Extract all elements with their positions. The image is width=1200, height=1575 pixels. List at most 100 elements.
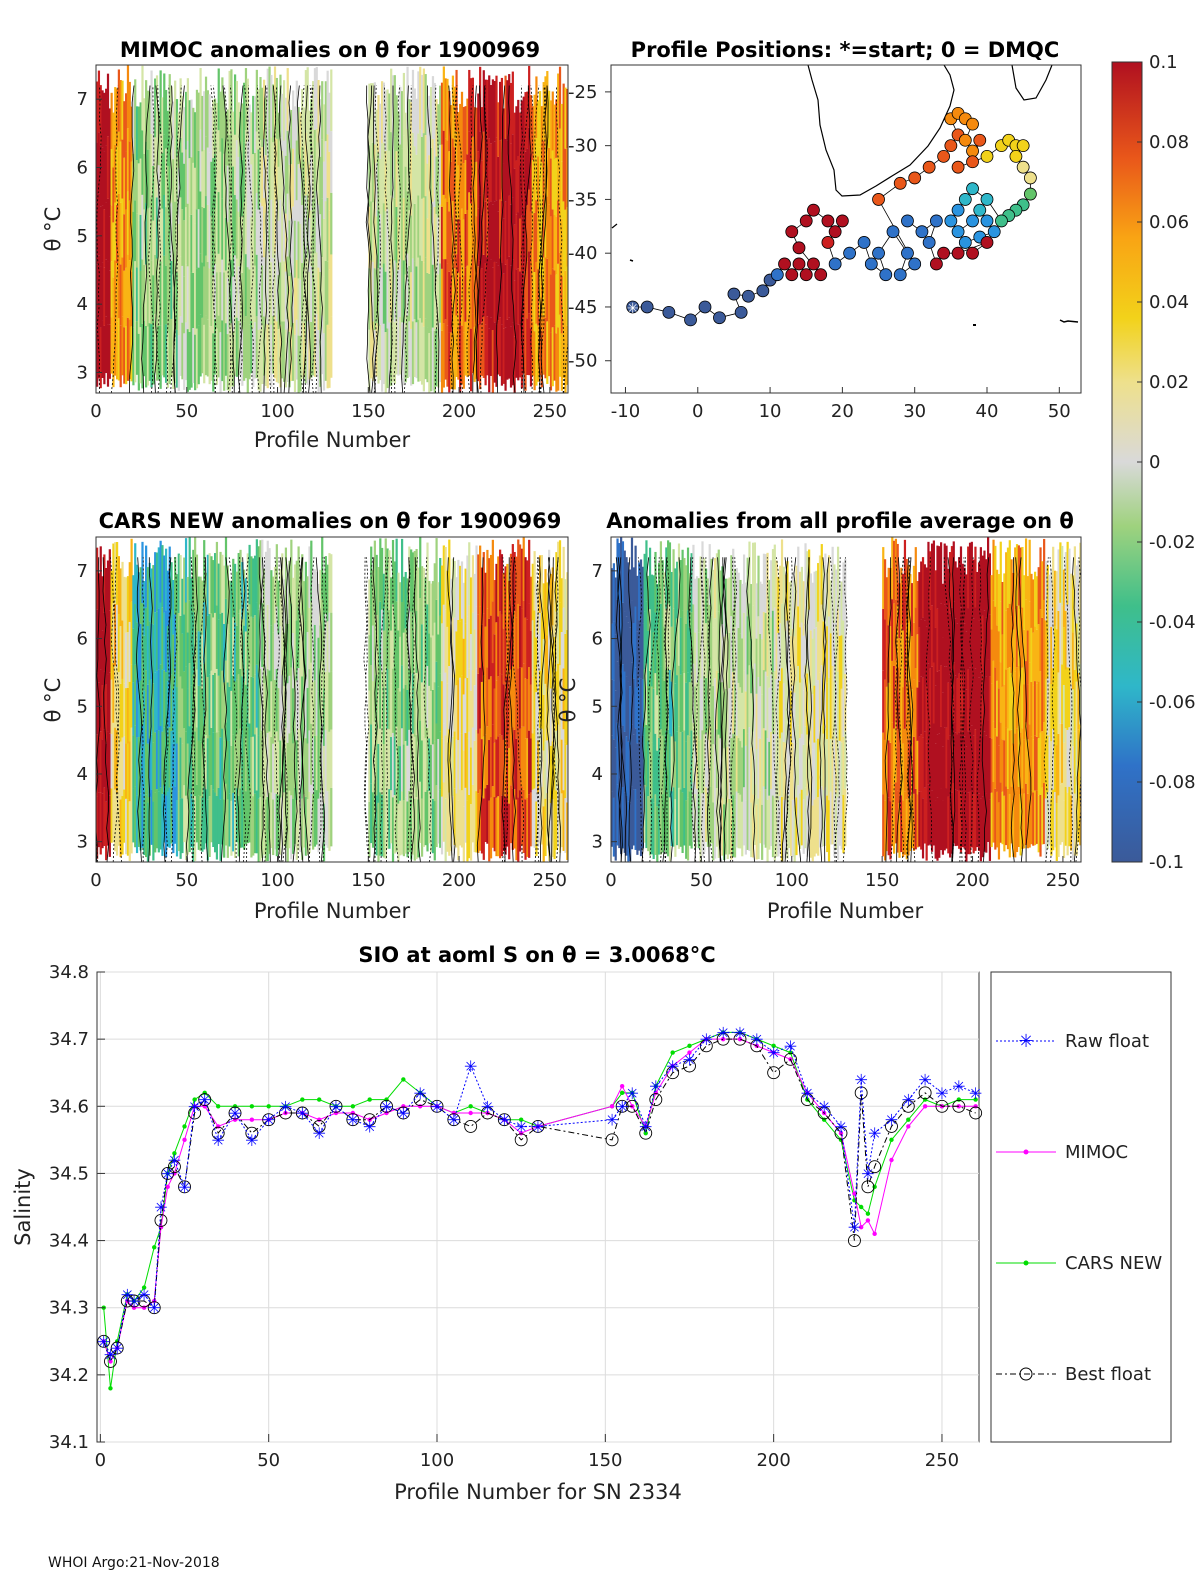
heatmap-cell xyxy=(771,610,775,673)
heatmap-cell xyxy=(701,793,704,857)
heatmap-cell xyxy=(275,731,278,794)
heatmap-cell xyxy=(551,567,554,626)
start-star-icon: ✳ xyxy=(627,301,639,317)
heatmap-cell xyxy=(324,261,327,321)
heatmap-cell xyxy=(719,570,722,627)
profile-position-marker xyxy=(958,236,972,249)
heatmap-cell xyxy=(223,212,226,273)
contour-line xyxy=(615,557,623,862)
heatmap-cell xyxy=(430,744,433,799)
heatmap-cell xyxy=(301,554,304,616)
heatmap-cell xyxy=(424,74,427,136)
heatmap-cell xyxy=(770,788,773,847)
heatmap-cell xyxy=(506,563,509,621)
heatmap-cell xyxy=(999,782,1002,843)
heatmap-cell xyxy=(513,224,516,281)
heatmap-cell xyxy=(506,790,509,847)
heatmap-cell xyxy=(308,164,311,219)
heatmap-cell xyxy=(161,152,164,209)
contour-line xyxy=(288,85,294,393)
x-tick-label: 50 xyxy=(257,1450,280,1471)
heatmap-cell xyxy=(99,792,102,855)
heatmap-cell xyxy=(277,166,280,221)
heatmap-cell xyxy=(148,562,151,622)
heatmap-cell xyxy=(255,539,258,603)
heatmap-cell xyxy=(226,334,229,391)
heatmap-cell xyxy=(255,727,258,791)
contour-line xyxy=(202,557,209,862)
contour-line xyxy=(96,85,102,393)
heatmap-cell xyxy=(540,555,543,613)
heatmap-cell xyxy=(404,112,407,167)
heatmap-cell xyxy=(529,684,533,739)
heatmap-cell xyxy=(938,546,941,609)
heatmap-cell xyxy=(920,561,923,620)
heatmap-cell xyxy=(983,731,986,792)
heatmap-cell xyxy=(753,784,757,846)
heatmap-cell xyxy=(181,265,184,323)
heatmap-cell xyxy=(105,316,108,374)
heatmap-cell xyxy=(500,324,504,386)
heatmap-cell xyxy=(965,746,968,805)
heatmap-cell xyxy=(735,679,738,736)
heatmap-cell xyxy=(119,80,122,142)
contour-line xyxy=(1010,557,1015,862)
heatmap-cell xyxy=(110,317,113,374)
heatmap-cell xyxy=(148,323,151,381)
profile-position-marker xyxy=(792,241,806,255)
contour-line xyxy=(456,85,464,393)
heatmap-cell xyxy=(370,665,373,725)
mimoc-ylabel: θ °C xyxy=(41,207,65,252)
heatmap-cell xyxy=(459,103,462,162)
heatmap-cell xyxy=(288,220,291,277)
cars-point xyxy=(141,1285,147,1290)
y-tick-label: 34.4 xyxy=(49,1231,89,1252)
heatmap-cell xyxy=(665,792,668,854)
heatmap-cell xyxy=(199,129,202,192)
heatmap-cell xyxy=(322,630,326,689)
heatmap-cell xyxy=(818,730,822,790)
heatmap-cell xyxy=(970,602,973,665)
heatmap-cell xyxy=(321,785,324,848)
heatmap-cell xyxy=(497,102,500,157)
heatmap-cell xyxy=(952,782,955,844)
heatmap-cell xyxy=(949,735,952,797)
heatmap-cell xyxy=(967,546,970,609)
heatmap-cell xyxy=(444,319,447,380)
heatmap-cell xyxy=(1053,570,1057,627)
contour-line xyxy=(451,85,461,393)
heatmap-cell xyxy=(695,788,699,843)
heatmap-cell xyxy=(493,634,496,689)
heatmap-cell xyxy=(557,136,560,201)
heatmap-cell xyxy=(217,563,220,620)
heatmap-cell xyxy=(777,688,780,745)
heatmap-cell xyxy=(232,276,235,332)
heatmap-cell xyxy=(920,734,923,792)
heatmap-cell xyxy=(791,571,794,629)
heatmap-cell xyxy=(440,738,444,797)
heatmap-cell xyxy=(226,109,229,166)
heatmap-cell xyxy=(255,193,258,255)
heatmap-cell xyxy=(695,735,699,789)
heatmap-cell xyxy=(99,731,102,793)
heatmap-cell xyxy=(237,552,240,614)
heatmap-cell xyxy=(246,267,249,330)
heatmap-cell xyxy=(789,580,793,636)
heatmap-cell xyxy=(284,727,288,788)
heatmap-cell xyxy=(1050,684,1053,742)
heatmap-cell xyxy=(797,606,800,666)
heatmap-cell xyxy=(199,631,202,687)
heatmap-cell xyxy=(927,784,930,846)
heatmap-cell xyxy=(1035,629,1039,684)
heatmap-cell xyxy=(779,738,782,796)
heatmap-cell xyxy=(647,685,650,742)
heatmap-cell xyxy=(817,621,820,681)
heatmap-cell xyxy=(393,678,396,737)
heatmap-cell xyxy=(566,802,568,860)
heatmap-cell xyxy=(524,271,527,331)
heatmap-cell xyxy=(431,798,435,854)
heatmap-cell xyxy=(284,329,288,388)
heatmap-cell xyxy=(328,672,331,732)
heatmap-cell xyxy=(1061,723,1064,783)
heatmap-cell xyxy=(918,736,921,792)
